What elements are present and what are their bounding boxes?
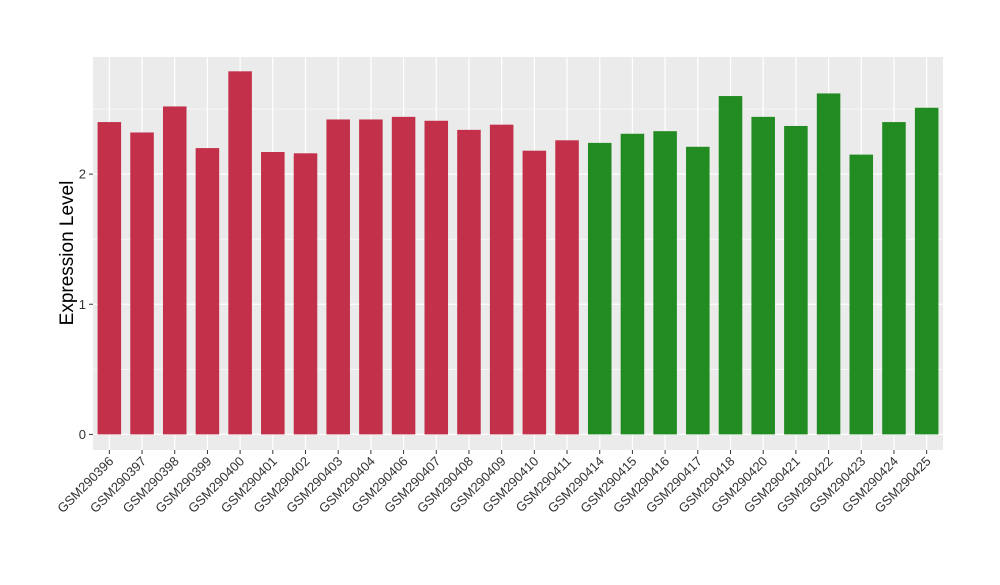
y-tick-label: 0 [79, 427, 86, 442]
bar-GSM290425 [914, 107, 939, 435]
bar-GSM290404 [359, 119, 383, 435]
bar-GSM290410 [522, 150, 547, 435]
bar-GSM290399 [195, 148, 220, 435]
bars [97, 71, 939, 435]
bar-GSM290406 [391, 116, 416, 435]
bar-GSM290411 [555, 140, 579, 435]
bar-GSM290403 [326, 119, 350, 435]
bar-GSM290409 [489, 124, 514, 435]
bar-GSM290418 [718, 96, 743, 435]
bar-GSM290396 [97, 122, 122, 435]
bar-GSM290398 [162, 106, 187, 435]
y-axis-label: Expression Level [57, 181, 78, 326]
bar-GSM290401 [261, 151, 285, 435]
y-tick-label: 1 [79, 297, 86, 312]
bar-GSM290402 [293, 153, 318, 435]
bar-GSM290421 [784, 125, 808, 435]
bar-GSM290420 [751, 116, 775, 435]
x-axis: GSM290396GSM290397GSM290398GSM290399GSM2… [54, 450, 934, 516]
plot-panel [93, 57, 943, 450]
bar-GSM290422 [816, 93, 841, 435]
y-axis: 0 1 2 [79, 167, 93, 442]
bar-GSM290417 [686, 146, 710, 435]
bar-GSM290400 [228, 71, 252, 435]
bar-GSM290415 [620, 133, 645, 435]
bar-GSM290423 [849, 154, 874, 435]
bar-GSM290407 [424, 120, 449, 435]
bar-GSM290416 [653, 131, 677, 435]
bar-GSM290408 [457, 129, 481, 435]
bar-GSM290397 [130, 132, 154, 435]
bar-GSM290424 [882, 122, 906, 435]
bar-GSM290414 [587, 142, 612, 435]
y-tick-label: 2 [79, 167, 86, 182]
